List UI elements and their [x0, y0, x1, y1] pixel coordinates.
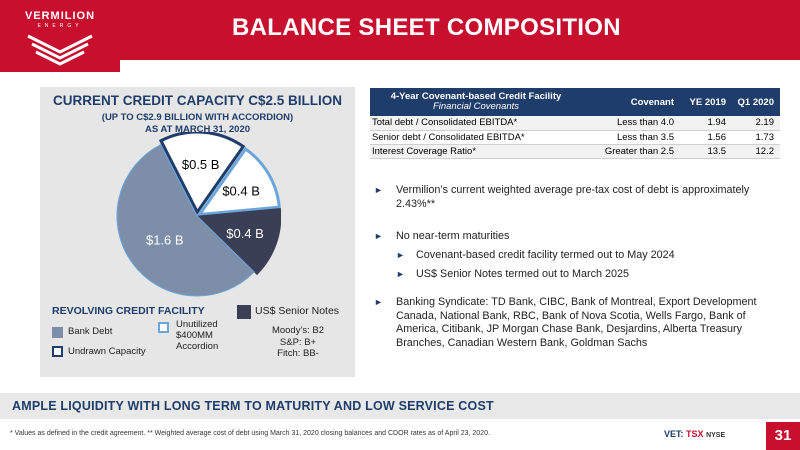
pie-slice-usd-notes [196, 208, 281, 276]
credit-ratings: Moody’s: B2 S&P: B+ Fitch: BB- [271, 325, 325, 359]
table-header-title: 4-Year Covenant-based Credit Facility Fi… [370, 88, 582, 116]
credit-capacity-subtitle: (UP TO C$2.9 BILLION WITH ACCORDION) [101, 112, 294, 123]
usd-notes-label: US$ Senior Notes [255, 305, 340, 317]
bullet-arrow-icon: ► [374, 185, 383, 195]
logo: VERMILION ENERGY [0, 0, 120, 72]
pie-slice-bank-debt [116, 144, 255, 297]
unutilized-label: Unutilized $400MM Accordion [176, 319, 219, 352]
pie-slice-undrawn [158, 132, 246, 215]
summary-banner: AMPLE LIQUIDITY WITH LONG TERM TO MATURI… [0, 393, 800, 419]
bullet-arrow-icon: ► [374, 297, 383, 307]
credit-capacity-date: AS AT MARCH 31, 2020 [144, 124, 251, 135]
unutilized-swatch [158, 322, 169, 333]
credit-pie-chart: $0.5 B$0.4 B$0.4 B$1.6 B [116, 132, 281, 297]
pie-label-usd-notes: $0.4 B [226, 226, 264, 241]
header-bar [0, 0, 800, 60]
table-row: Senior debt / Consolidated EBITDA* Less … [370, 130, 780, 145]
summary-banner-text: AMPLE LIQUIDITY WITH LONG TERM TO MATURI… [12, 399, 494, 413]
bullet-senior-notes: ► US$ Senior Notes termed out to March 2… [396, 268, 630, 280]
pie-slice-unutilized [196, 146, 281, 217]
col-covenant: Covenant [582, 88, 680, 116]
bullet-arrow-icon: ► [396, 269, 405, 279]
pie-label-unutilized: $0.4 B [222, 183, 260, 198]
col-ye2019: YE 2019 [680, 88, 732, 116]
bank-debt-label: Bank Debt [68, 326, 113, 337]
pie-label-undrawn: $0.5 B [182, 157, 220, 172]
undrawn-label: Undrawn Capacity [68, 346, 146, 357]
undrawn-swatch [52, 346, 63, 357]
bullet-maturities: ► No near-term maturities [374, 230, 510, 242]
logo-name: VERMILION [24, 10, 96, 22]
footnote: * Values as defined in the credit agreem… [10, 430, 490, 437]
logo-subtitle: ENERGY [37, 23, 83, 29]
page-title: BALANCE SHEET COMPOSITION [232, 14, 621, 41]
ticker-symbols: VET: TSX NYSE [664, 429, 726, 439]
page-number: 31 [766, 422, 800, 450]
credit-capacity-title: CURRENT CREDIT CAPACITY C$2.5 BILLION [52, 93, 343, 108]
table-row: Total debt / Consolidated EBITDA* Less t… [370, 116, 780, 131]
bullet-cost-of-debt: ► Vermilion’s current weighted average p… [374, 184, 750, 210]
logo-chevron-icon [27, 34, 93, 66]
bullet-arrow-icon: ► [374, 231, 383, 241]
bullet-arrow-icon: ► [396, 250, 405, 260]
credit-capacity-panel: CURRENT CREDIT CAPACITY C$2.5 BILLION (U… [40, 87, 355, 377]
table-row: Interest Coverage Ratio* Greater than 2.… [370, 144, 780, 159]
pie-label-bank-debt: $1.6 B [146, 233, 184, 248]
col-q12020: Q1 2020 [732, 88, 780, 116]
revolving-facility-title: REVOLVING CREDIT FACILITY [52, 305, 205, 317]
covenant-table: 4-Year Covenant-based Credit Facility Fi… [370, 88, 780, 159]
bullet-credit-facility: ► Covenant-based credit facility termed … [396, 249, 675, 261]
bullet-banking-syndicate: ► Banking Syndicate: TD Bank, CIBC, Bank… [374, 296, 757, 349]
usd-notes-swatch [237, 305, 251, 319]
bank-debt-swatch [52, 327, 63, 338]
